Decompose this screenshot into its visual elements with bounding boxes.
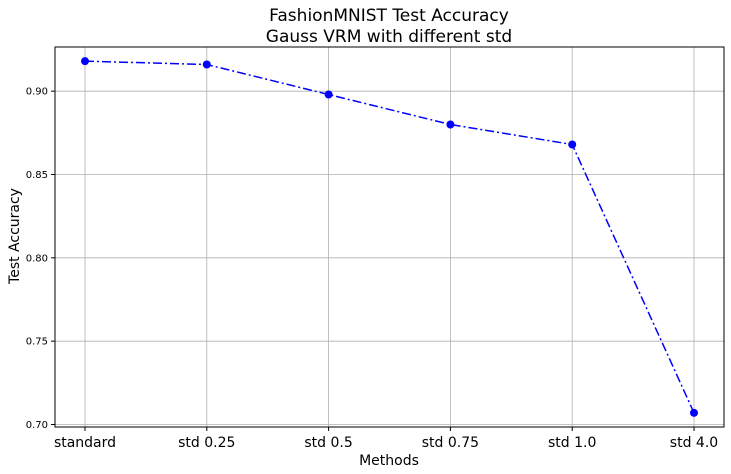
data-point — [568, 140, 577, 149]
y-axis-label: Test Accuracy — [7, 188, 23, 285]
series-line — [84, 60, 695, 414]
grid — [55, 47, 724, 427]
x-axis-label: Methods — [359, 453, 419, 469]
chart-title: FashionMNIST Test Accuracy — [269, 6, 509, 26]
plot-frame — [54, 46, 725, 428]
axis-ticks: standard std 0.25 std 0.5 std 0.75 std 1.0 st… — [26, 87, 718, 451]
x-tick-label: std 1.0 — [548, 435, 596, 451]
series-layer — [81, 57, 698, 417]
data-point — [324, 90, 333, 99]
data-point — [202, 60, 211, 69]
chart-subtitle: Gauss VRM with different std — [266, 27, 512, 47]
x-tick-label: std 4.0 — [670, 435, 718, 451]
data-point — [81, 57, 89, 66]
y-tick-label: 0.80 — [26, 253, 48, 264]
y-tick-label: 0.90 — [26, 87, 48, 98]
y-tick-label: 0.70 — [26, 420, 48, 431]
y-tick-label: 0.75 — [26, 337, 48, 348]
y-tick-label: 0.85 — [26, 170, 48, 181]
x-tick-label: std 0.75 — [422, 435, 479, 451]
x-tick-label: standard — [54, 435, 116, 451]
x-tick-label: std 0.25 — [178, 435, 235, 451]
x-tick-label: std 0.5 — [304, 435, 352, 451]
data-point — [690, 408, 698, 417]
data-point — [446, 120, 455, 129]
